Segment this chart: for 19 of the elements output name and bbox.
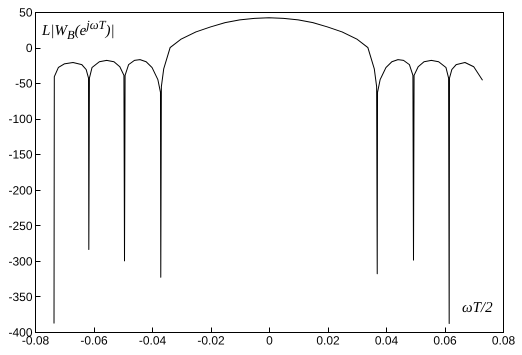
x-tick-label: 0.06 (433, 334, 457, 348)
y-tick-label: 50 (19, 6, 33, 20)
x-tick-label: 0.02 (316, 334, 340, 348)
y-tick-label: 0 (26, 41, 33, 56)
y-tick-label: -300 (8, 254, 33, 268)
x-tick-label: 0.08 (492, 334, 516, 348)
y-tick-label: -200 (8, 183, 33, 198)
y-tick-label: -350 (8, 290, 33, 304)
y-tick-label: -150 (8, 148, 33, 162)
x-tick-label: 0.04 (374, 334, 398, 348)
x-tick-label: -0.04 (138, 334, 166, 348)
y-axis-title: L|W$_{B}$(e$^{jωT}$)| (42, 18, 115, 43)
x-tick-label: -0.06 (80, 334, 108, 348)
x-axis-title: ωT/2 (462, 300, 493, 317)
x-tick-label: -0.02 (197, 334, 225, 348)
y-tick-label: -50 (15, 76, 33, 91)
y-tick-label: -250 (8, 218, 33, 233)
x-tick-label: 0 (266, 334, 274, 348)
y-tick-label: -100 (8, 112, 33, 126)
